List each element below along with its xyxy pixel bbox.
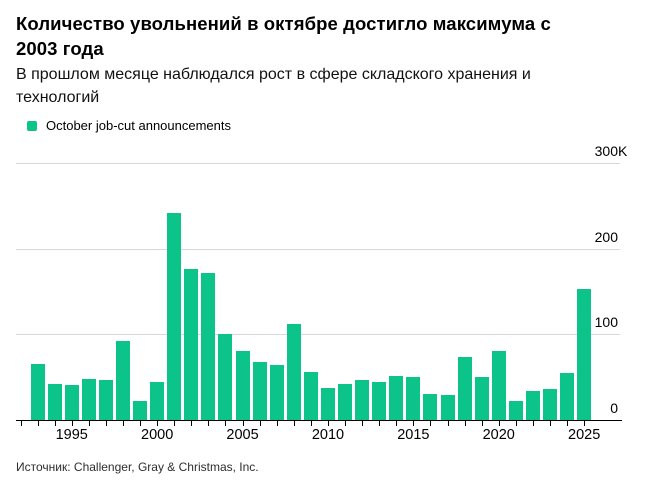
x-axis-label-2020: 2020 [482,427,515,443]
bar-2025 [577,289,592,420]
x-tick-2023 [550,421,551,426]
x-tick-2017 [447,421,449,426]
bar-2001 [167,212,182,420]
x-tick-2024 [567,421,569,426]
bar-2011 [338,384,353,420]
x-axis-label-2015: 2015 [397,427,430,443]
x-tick-1993 [37,421,39,426]
x-axis-label-2000: 2000 [141,427,174,443]
bar-2005 [235,350,250,420]
plot-area: 0 100 200 300 K 1995 2000 2005 2010 2015 2020 2025 [16,143,627,443]
bar-1996 [81,378,96,420]
x-tick-2006 [259,421,261,426]
bar-2024 [560,372,575,420]
x-axis-label-2025: 2025 [568,427,601,443]
bar-1995 [64,384,79,420]
bar-2017 [440,395,455,420]
x-axis-line [16,420,622,421]
y-axis-label-suffix: K [618,143,628,160]
bar-1997 [98,379,113,420]
y-axis-label-300K: 300 K [594,143,628,160]
bar-2004 [218,333,233,420]
source-note: Источник: Challenger, Gray & Christmas, … [16,460,259,474]
x-tick-2018 [464,421,466,426]
x-tick-1999 [140,421,142,426]
x-tick-2007 [276,421,278,426]
bar-2007 [269,365,284,420]
x-tick-1997 [105,421,107,426]
bar-1999 [133,401,148,420]
bar-2020 [491,350,506,420]
x-tick-2011 [345,421,347,426]
x-tick-2014 [396,421,398,426]
legend-swatch-icon [27,120,37,131]
y-axis-label-200: 200 [594,228,618,245]
bar-2022 [525,390,540,420]
x-tick-2022 [532,421,534,426]
x-tick-2002 [191,421,193,426]
gridline-200 [16,248,620,250]
x-tick-2025 [584,421,586,426]
x-tick-2003 [208,421,210,426]
x-tick-2010 [327,421,329,426]
bar-2006 [252,361,267,420]
x-tick-2012 [362,421,364,426]
x-tick-2021 [515,421,517,426]
bar-2021 [508,401,523,420]
bar-2002 [184,269,199,420]
bar-2000 [150,381,165,420]
legend-label: October job-cut announcements [46,118,231,133]
bar-2003 [201,272,216,420]
bar-2013 [372,381,387,420]
x-axis-label-1995: 1995 [55,427,88,443]
bar-2019 [474,377,489,420]
chart-subtitle: В прошлом месяце наблюдался рост в сфере… [16,66,531,106]
bar-1993 [30,363,45,420]
x-tick-2001 [174,421,176,426]
bar-2009 [303,372,318,420]
x-tick-left-edge [20,421,22,426]
x-tick-1995 [71,421,73,426]
x-tick-1994 [54,421,56,426]
x-axis-label-2005: 2005 [226,427,259,443]
legend: October job-cut announcements [27,118,231,133]
x-tick-2009 [310,421,312,426]
bar-2023 [543,389,557,420]
x-tick-2013 [379,421,381,426]
chart-title: Количество увольнений в октябре достигло… [16,13,551,59]
x-tick-2004 [225,421,227,426]
gridline-300 [16,163,620,165]
bar-2015 [406,377,421,420]
x-tick-1996 [88,421,90,426]
bar-2010 [320,387,335,420]
x-tick-2005 [242,421,244,426]
x-tick-2000 [157,421,159,426]
gridline-100 [16,334,620,336]
bar-2008 [286,324,301,420]
y-axis-label-100: 100 [594,314,618,331]
x-tick-2015 [413,421,415,426]
bar-2016 [423,394,438,420]
bar-2014 [389,376,404,420]
x-tick-2008 [293,421,295,426]
bar-1998 [116,341,130,420]
x-tick-2020 [498,421,500,426]
bar-2018 [457,356,472,420]
x-axis-label-2010: 2010 [311,427,345,443]
bar-1994 [47,384,62,420]
x-tick-1998 [123,421,124,426]
x-tick-2019 [481,421,483,426]
x-tick-2016 [430,421,432,426]
bar-2012 [355,379,370,420]
y-axis-label-0: 0 [610,400,618,416]
